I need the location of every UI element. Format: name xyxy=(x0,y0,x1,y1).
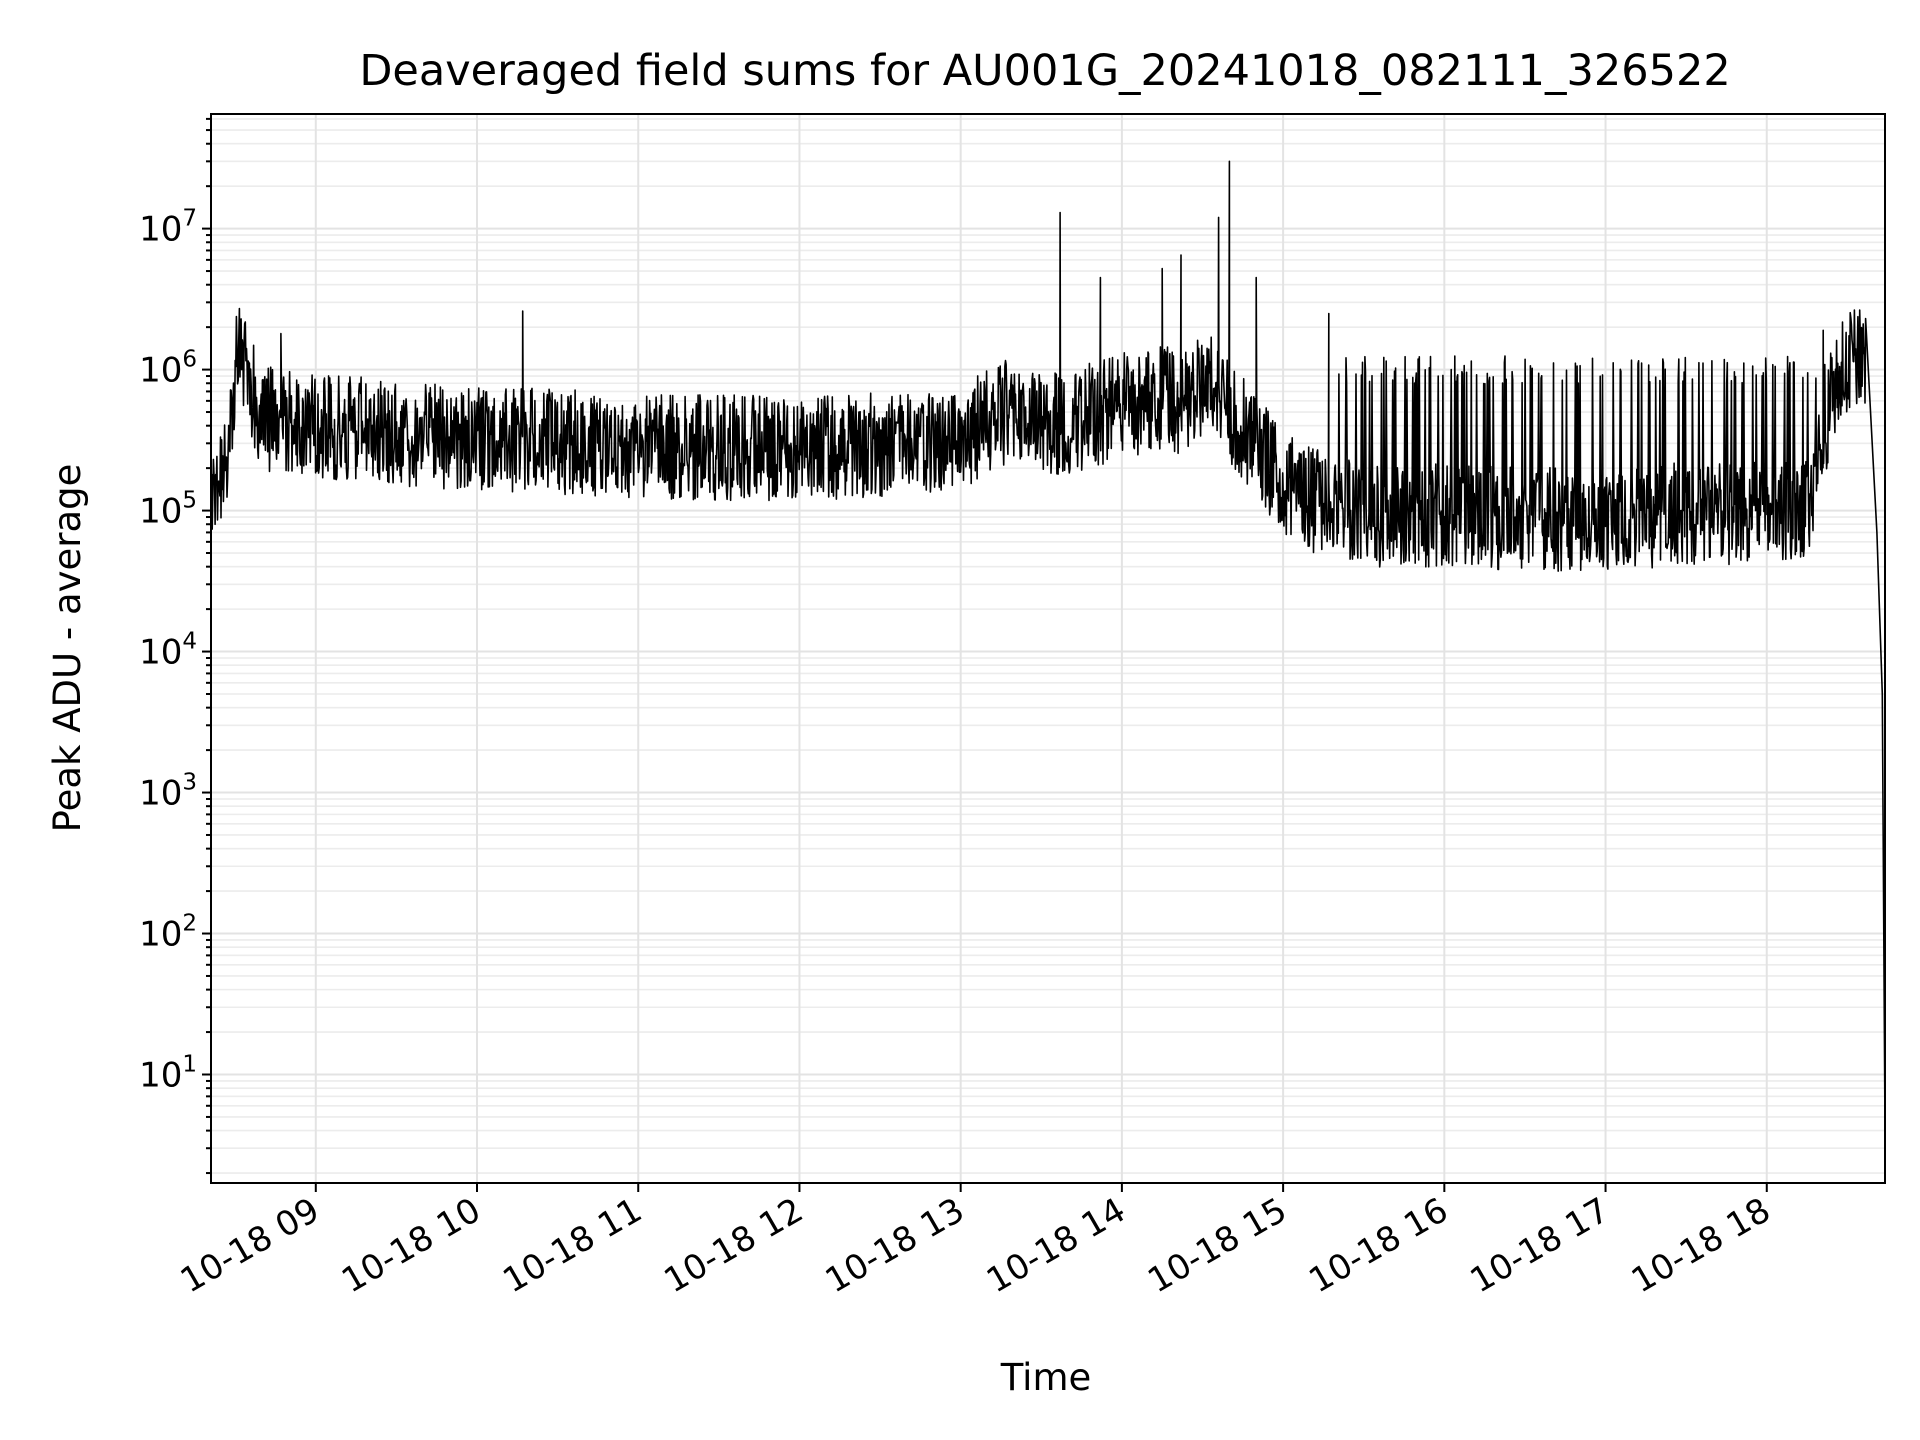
y-tick-label: 102 xyxy=(139,911,197,955)
y-tick-label-base: 10 xyxy=(139,915,182,955)
y-tick-label-base: 10 xyxy=(139,492,182,532)
y-tick-label-base: 10 xyxy=(139,351,182,391)
grid-lines xyxy=(211,114,1885,1183)
y-tick-label-exponent: 4 xyxy=(182,629,197,655)
y-tick-label-base: 10 xyxy=(139,633,182,673)
x-tick-label: 10-18 12 xyxy=(658,1190,810,1301)
y-tick-label-exponent: 5 xyxy=(182,488,197,514)
y-tick-label: 106 xyxy=(139,347,197,391)
y-tick-label-base: 10 xyxy=(139,210,182,250)
x-axis-ticks: 10-18 09 10-18 10 10-18 11 10-18 12 10-18 13… xyxy=(174,1183,1777,1301)
y-tick-label-exponent: 3 xyxy=(182,770,197,796)
y-tick-label: 107 xyxy=(139,206,197,250)
y-tick-label-exponent: 6 xyxy=(182,347,197,373)
y-tick-label: 103 xyxy=(139,770,197,814)
x-tick-label: 10-18 18 xyxy=(1625,1190,1777,1301)
y-tick-label: 105 xyxy=(139,488,197,532)
y-tick-label: 101 xyxy=(139,1052,197,1096)
plot-frame xyxy=(210,113,1886,1184)
x-tick-label: 10-18 16 xyxy=(1302,1190,1454,1301)
y-axis-label: Peak ADU - average xyxy=(46,464,89,833)
x-tick-label: 10-18 09 xyxy=(174,1190,326,1301)
x-tick-label: 10-18 10 xyxy=(335,1190,487,1301)
x-axis-label: Time xyxy=(1000,1356,1092,1399)
y-tick-label-exponent: 2 xyxy=(182,911,197,937)
y-tick-label: 104 xyxy=(139,629,197,673)
y-tick-label-exponent: 7 xyxy=(182,206,197,232)
x-tick-label: 10-18 11 xyxy=(496,1190,648,1301)
x-tick-label: 10-18 13 xyxy=(819,1190,971,1301)
y-tick-label-base: 10 xyxy=(139,1056,182,1096)
series-layer xyxy=(210,160,1886,1131)
x-tick-label: 10-18 14 xyxy=(980,1190,1132,1301)
chart-title: Deaveraged field sums for AU001G_2024101… xyxy=(359,46,1730,96)
series-line xyxy=(210,160,1886,1131)
x-tick-label: 10-18 17 xyxy=(1464,1190,1616,1301)
y-tick-label-exponent: 1 xyxy=(182,1052,197,1078)
y-tick-label-base: 10 xyxy=(139,774,182,814)
x-tick-label: 10-18 15 xyxy=(1141,1190,1293,1301)
